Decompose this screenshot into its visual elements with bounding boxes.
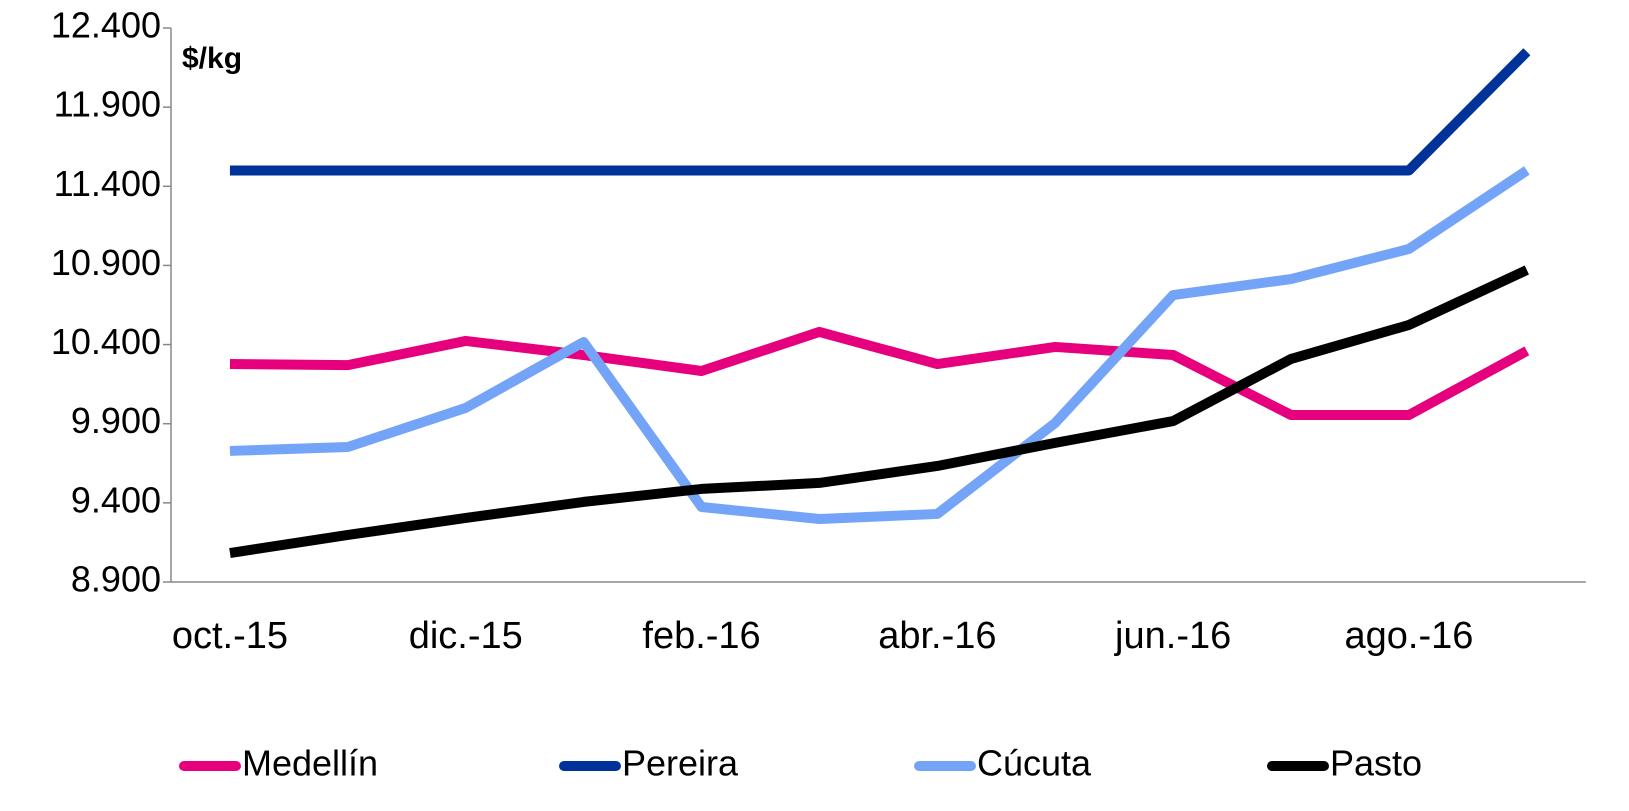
y-tick-label: 12.400	[51, 5, 161, 46]
x-tick-label: jun.-16	[1114, 615, 1231, 657]
series-line	[229, 166, 1530, 525]
legend-label: Pasto	[1330, 743, 1422, 784]
y-tick-label: 10.400	[51, 321, 161, 362]
unit-annotation: $/kg	[182, 42, 242, 75]
y-tick-label: 10.900	[51, 242, 161, 283]
x-tick-label: dic.-15	[409, 615, 523, 657]
y-tick-label: 11.900	[54, 84, 161, 125]
legend-label: Medellín	[242, 743, 378, 784]
y-tick-label: 11.400	[54, 163, 161, 204]
x-tick-label: oct.-15	[172, 615, 288, 657]
series-line	[229, 326, 1530, 421]
x-tick-label: feb.-16	[642, 615, 760, 657]
y-tick-label: 8.900	[71, 559, 161, 600]
legend-label: Pereira	[622, 743, 739, 784]
y-tick-label: 9.900	[71, 400, 161, 441]
series-line	[229, 48, 1531, 176]
legend-label: Cúcuta	[977, 743, 1092, 784]
x-tick-label: ago.-16	[1345, 615, 1474, 657]
y-tick-label: 9.400	[71, 479, 161, 520]
series-line	[229, 265, 1529, 558]
x-tick-label: abr.-16	[878, 615, 996, 657]
